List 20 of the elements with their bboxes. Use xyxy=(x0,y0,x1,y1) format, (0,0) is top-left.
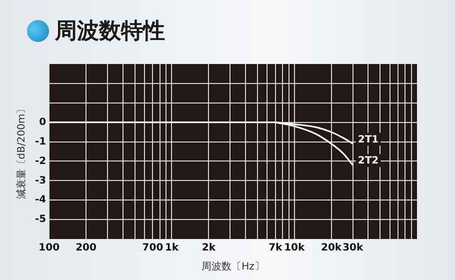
y-tick-label: -5 xyxy=(35,214,46,226)
x-tick-label: 700 xyxy=(142,242,164,254)
x-tick-label: 1k xyxy=(164,242,179,254)
x-tick-label: 30k xyxy=(342,242,364,254)
x-tick-label: 2k xyxy=(202,242,216,254)
y-tick-label: -1 xyxy=(35,136,46,148)
series-label: 2T2 xyxy=(358,156,379,167)
chart-title: 周波数特性 xyxy=(55,18,165,46)
y-tick-label: -2 xyxy=(35,156,46,167)
y-tick-label: 0 xyxy=(39,116,46,128)
y-axis-title: 減衰量〔dB/200m〕 xyxy=(16,104,28,200)
x-tick-label: 7k xyxy=(268,242,283,254)
series-label: 2T1 xyxy=(358,134,379,146)
x-tick-label: 100 xyxy=(38,242,60,254)
y-tick-label: -3 xyxy=(35,175,46,186)
x-tick-label: 20k xyxy=(320,242,342,254)
x-tick-label: 200 xyxy=(76,242,96,254)
x-tick-label: 10k xyxy=(284,242,305,254)
x-axis-title: 周波数〔Hz〕 xyxy=(202,260,264,273)
y-tick-label: -4 xyxy=(35,194,46,206)
